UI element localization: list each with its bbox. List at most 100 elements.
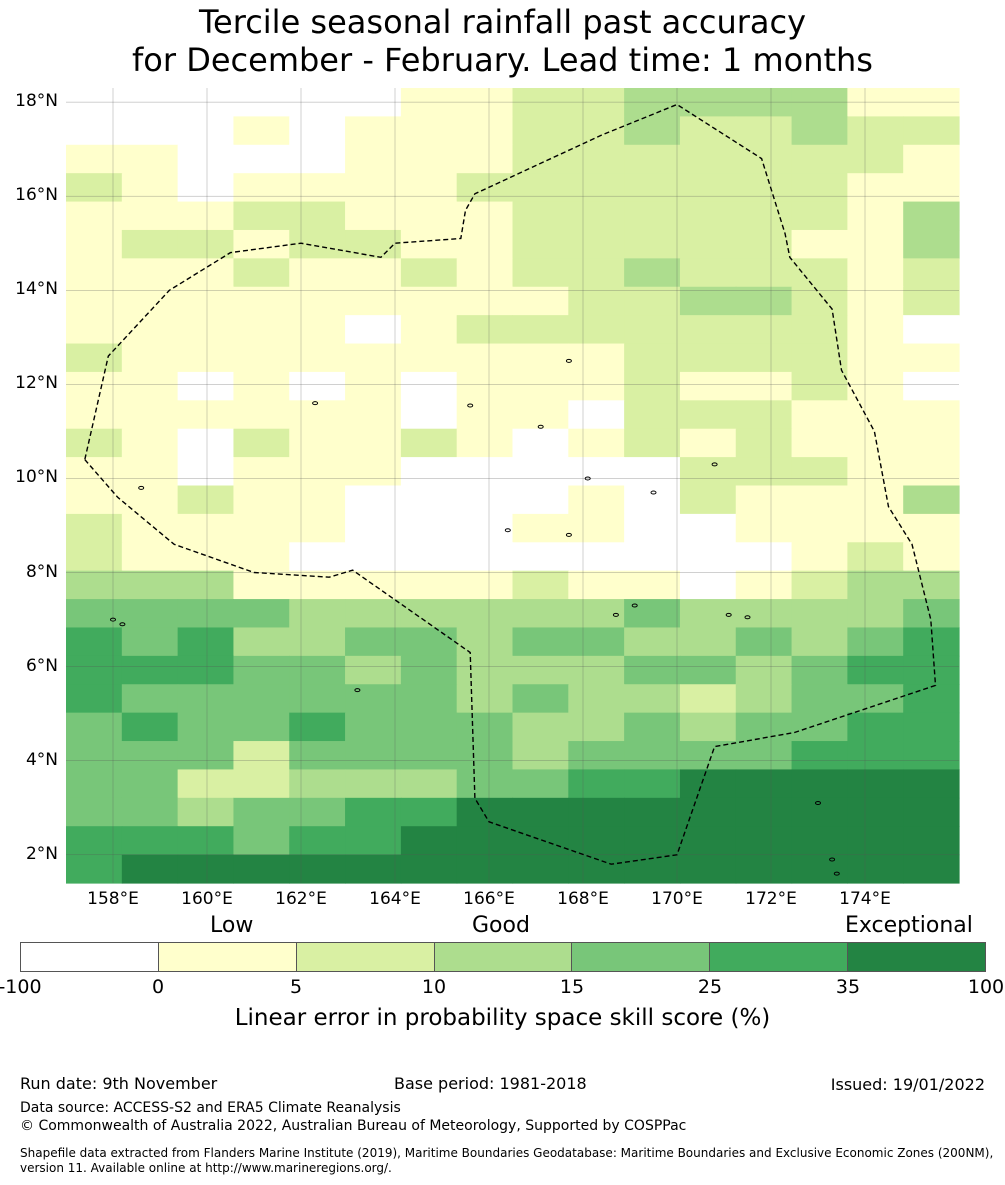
grid-cell (679, 570, 737, 600)
grid-cell (735, 173, 793, 203)
grid-cell (345, 655, 402, 685)
grid-cell (568, 542, 625, 572)
grid-cell (847, 826, 904, 856)
island-outline (631, 603, 638, 608)
grid-cell (456, 173, 514, 203)
grid-cell (679, 769, 737, 799)
grid-cell (345, 343, 402, 373)
grid-cell (791, 371, 848, 401)
grid-cell (847, 797, 904, 827)
grid-cell (568, 570, 625, 600)
grid-cell (679, 712, 737, 742)
grid-cell (791, 684, 848, 714)
grid-cell (121, 286, 179, 316)
grid-cell (233, 769, 290, 799)
grid-cell (66, 684, 123, 714)
grid-cell (456, 144, 514, 174)
grid-cell (903, 173, 960, 203)
grid-cell (345, 826, 402, 856)
grid-cell (512, 826, 569, 856)
grid-cell (456, 684, 514, 714)
grid-cell (679, 542, 737, 572)
grid-cell (233, 286, 290, 316)
grid-cell (568, 229, 625, 259)
lat-tick-label: 6°N (25, 655, 58, 676)
grid-cell (735, 570, 793, 600)
grid-cell (735, 144, 793, 174)
grid-cell (512, 513, 569, 543)
grid-cell (233, 173, 290, 203)
grid-cell (121, 315, 179, 345)
grid-cell (847, 144, 904, 174)
grid-cell (735, 229, 793, 259)
grid-cell (903, 457, 960, 487)
category-exceptional-label: Exceptional (845, 913, 973, 938)
lat-tick-label: 2°N (25, 843, 58, 864)
grid-cell (345, 400, 402, 430)
grid-cell (345, 371, 402, 401)
island-outline (312, 401, 319, 406)
grid-cell (624, 229, 681, 259)
grid-cell (177, 457, 235, 487)
grid-cell (66, 201, 123, 231)
graticule (66, 88, 959, 883)
grid-cell (400, 854, 458, 884)
grid-cell (121, 485, 179, 515)
island-outline (584, 476, 591, 481)
grid-cell (568, 201, 625, 231)
grid-cell (66, 428, 123, 458)
grid-cell (568, 286, 625, 316)
grid-cell (177, 655, 235, 685)
grid-cell (512, 769, 569, 799)
grid-cell (568, 769, 625, 799)
grid-cell (66, 485, 123, 515)
grid-cell (568, 655, 625, 685)
lat-tick-label: 12°N (15, 373, 58, 394)
grid-cell (735, 371, 793, 401)
lat-tick-label: 14°N (15, 279, 58, 300)
grid-cell (512, 712, 569, 742)
grid-cell (289, 428, 346, 458)
grid-cell (289, 229, 346, 259)
grid-cell (679, 116, 737, 146)
grid-cell (735, 400, 793, 430)
grid-cell (903, 684, 960, 714)
grid-cell (512, 797, 569, 827)
grid-cell (400, 371, 458, 401)
grid-cell (624, 570, 681, 600)
grid-cell (289, 712, 346, 742)
grid-cell (177, 315, 235, 345)
grid-cell (66, 655, 123, 685)
grid-cell (847, 229, 904, 259)
grid-cell (400, 229, 458, 259)
grid-cell (512, 315, 569, 345)
grid-cell (735, 258, 793, 288)
grid-cell (568, 684, 625, 714)
grid-cell (791, 229, 848, 259)
island-outline (833, 871, 840, 876)
category-good-label: Good (472, 913, 530, 938)
grid-cell (345, 258, 402, 288)
grid-cell (456, 485, 514, 515)
grid-cell (456, 797, 514, 827)
grid-cell (177, 428, 235, 458)
grid-cell (735, 627, 793, 657)
grid-cell (512, 684, 569, 714)
grid-cell (400, 286, 458, 316)
grid-cell (66, 542, 123, 572)
grid-cell (121, 343, 179, 373)
grid-cell (568, 513, 625, 543)
grid-cell (66, 229, 123, 259)
grid-cell (233, 88, 290, 117)
grid-cell (568, 88, 625, 117)
grid-cell (679, 797, 737, 827)
grid-cell (624, 428, 681, 458)
grid-cell (679, 343, 737, 373)
grid-cell (177, 797, 235, 827)
grid-cell (400, 116, 458, 146)
grid-cell (456, 229, 514, 259)
grid-cell (512, 116, 569, 146)
lat-tick-label: 4°N (25, 749, 58, 770)
grid-cell (400, 513, 458, 543)
grid-cell (121, 854, 179, 884)
